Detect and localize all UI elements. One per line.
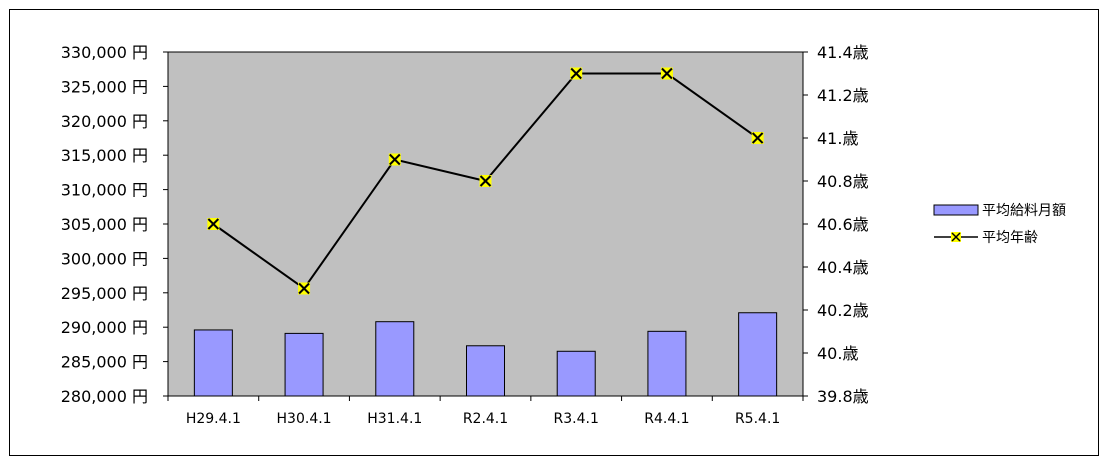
bar-H29.4.1 (193, 329, 233, 397)
left-tick-label: 320,000 円 (61, 112, 148, 131)
x-tick-label: R4.4.1 (644, 411, 689, 427)
x-tick-label: R3.4.1 (554, 411, 599, 427)
left-tick-label: 325,000 円 (61, 77, 148, 96)
left-tick-label: 300,000 円 (61, 249, 148, 268)
age-marker-R2.4.1 (479, 175, 492, 187)
legend-label-line: 平均年齢 (982, 230, 1038, 246)
left-tick-label: 315,000 円 (61, 146, 148, 165)
left-tick-label: 310,000 円 (61, 181, 148, 200)
right-tick-label: 41.4歳 (817, 43, 869, 62)
right-tick-label: 41.2歳 (817, 86, 869, 105)
x-tick-label: R2.4.1 (463, 411, 508, 427)
right-tick-label: 40.歳 (817, 344, 858, 363)
x-tick-label: H30.4.1 (277, 411, 332, 427)
age-marker-H30.4.1 (298, 282, 311, 295)
legend-swatch-bar (933, 204, 979, 216)
x-tick-label: H29.4.1 (186, 411, 241, 427)
bar-R2.4.1 (466, 345, 505, 397)
plot-area (167, 51, 804, 397)
bar-R4.4.1 (647, 330, 687, 397)
left-tick-label: 295,000 円 (61, 284, 148, 303)
left-tick-label: 330,000 円 (61, 43, 148, 62)
left-tick-label: 280,000 円 (61, 387, 148, 406)
right-tick-label: 40.8歳 (817, 172, 869, 191)
age-marker-R3.4.1 (570, 67, 583, 80)
left-tick-label: 285,000 円 (61, 353, 148, 372)
legend-label-bar: 平均給料月額 (982, 203, 1066, 219)
bar-R3.4.1 (556, 350, 596, 397)
legend: 平均給料月額 平均年齢 (933, 203, 1066, 246)
age-marker-H31.4.1 (388, 153, 401, 166)
right-tick-label: 41.歳 (817, 129, 858, 148)
age-marker-R5.4.1 (751, 132, 764, 144)
x-tick-label: R5.4.1 (735, 411, 780, 427)
bar-H31.4.1 (375, 321, 415, 397)
age-marker-H29.4.1 (207, 218, 220, 230)
left-tick-label: 305,000 円 (61, 215, 148, 234)
right-tick-label: 40.2歳 (817, 301, 869, 320)
left-tick-label: 290,000 円 (61, 318, 148, 337)
age-marker-R4.4.1 (660, 67, 673, 80)
bar-H30.4.1 (284, 332, 324, 397)
right-tick-label: 40.6歳 (817, 215, 869, 234)
right-tick-label: 40.4歳 (817, 258, 869, 277)
bar-R5.4.1 (738, 312, 778, 397)
right-tick-label: 39.8歳 (817, 387, 869, 406)
legend-marker-icon (951, 232, 961, 242)
x-tick-label: H31.4.1 (367, 411, 422, 427)
